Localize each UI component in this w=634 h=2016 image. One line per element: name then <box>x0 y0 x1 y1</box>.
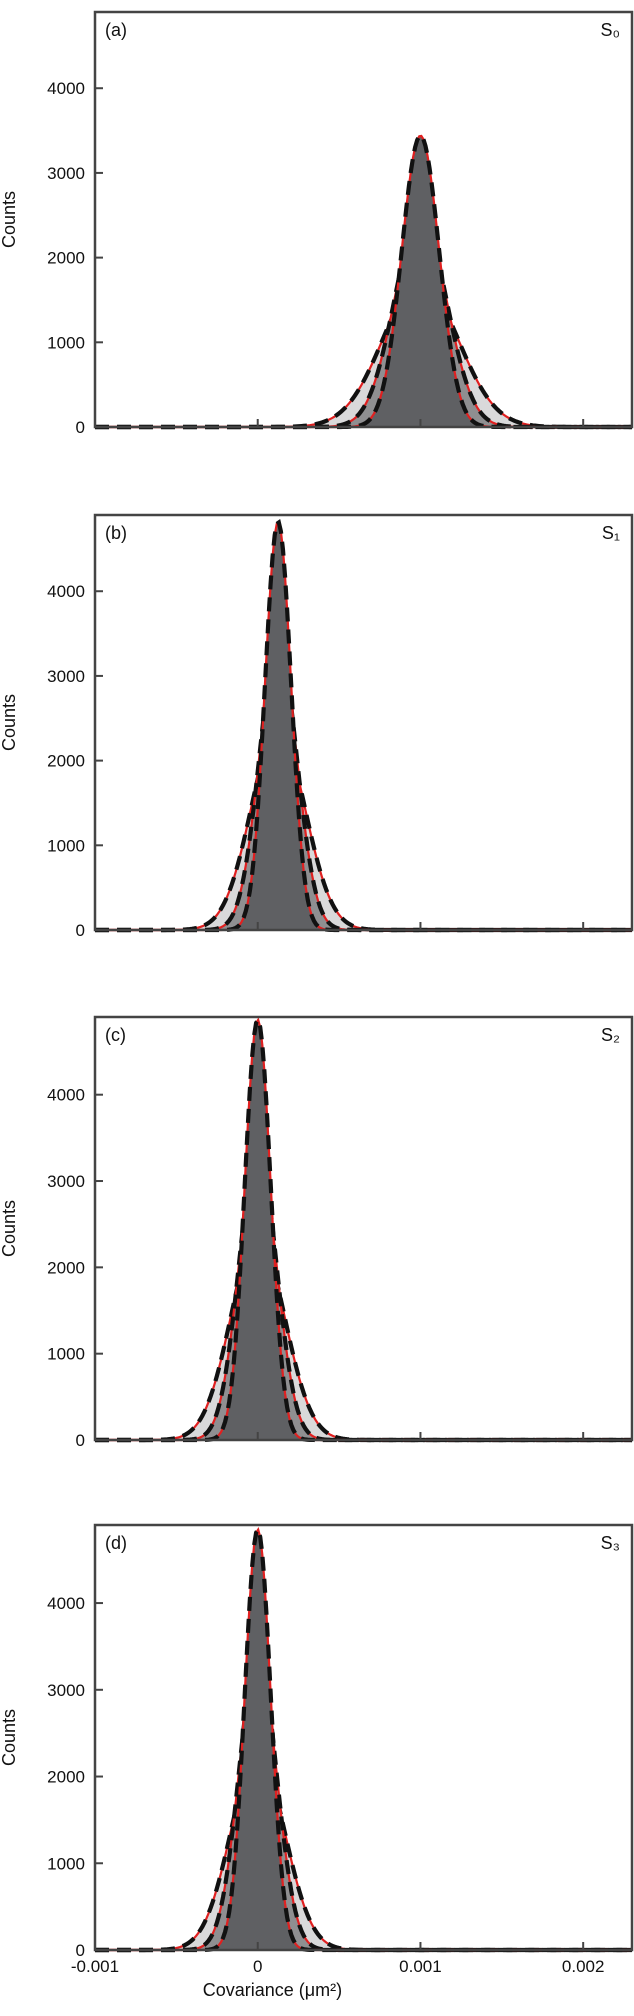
corner-label: S₁ <box>602 523 620 543</box>
y-tick-label: 3000 <box>47 164 85 183</box>
fit-curve-red-3-2 <box>95 1147 632 1442</box>
y-axis-title: Counts <box>0 1709 19 1766</box>
panel-label: (d) <box>105 1533 127 1553</box>
fit-curve-dashed-4-1 <box>95 1524 632 1953</box>
fit-curve-dashed-2-2 <box>95 641 632 933</box>
y-tick-label: 0 <box>76 1941 85 1960</box>
corner-label: S₃ <box>601 1533 620 1553</box>
histogram-area-2-1 <box>95 522 632 930</box>
fit-curve-red-3-3 <box>95 1235 632 1442</box>
histogram-area-4-1 <box>95 1529 632 1950</box>
y-axis-title: Counts <box>0 1200 19 1257</box>
plot-frame-4 <box>93 1523 634 1952</box>
x-tick-label: 0 <box>253 1957 262 1976</box>
x-axis-title: Covariance (μm²) <box>203 1980 342 2000</box>
fit-curve-dashed-3-3 <box>95 1234 632 1443</box>
fit-curve-dashed-2-3 <box>95 726 632 933</box>
panel-label: (c) <box>105 1025 126 1045</box>
y-axis-title: Counts <box>0 191 19 248</box>
y-tick-label: 3000 <box>47 1172 85 1191</box>
fit-curve-red-2-2 <box>95 642 632 932</box>
fit-curve-red-4-3 <box>95 1752 632 1952</box>
plot-frame-2 <box>93 513 634 932</box>
y-tick-label: 4000 <box>47 582 85 601</box>
histogram-area-4-2 <box>95 1655 632 1950</box>
chart-panel-3: 0 1000 2000 3000 4000 Counts (c) S₂ <box>0 1014 634 1450</box>
y-tick-label: 4000 <box>47 1594 85 1613</box>
histogram-area-3-2 <box>95 1149 632 1440</box>
plot-frame-1 <box>93 10 634 429</box>
x-tick-label: -0.001 <box>71 1957 119 1976</box>
panel-label: (b) <box>105 523 127 543</box>
fit-curve-dashed-2-1 <box>95 519 632 933</box>
histogram-area-3-1 <box>95 1019 632 1440</box>
y-tick-label: 4000 <box>47 79 85 98</box>
y-tick-label: 1000 <box>47 836 85 855</box>
y-tick-label: 4000 <box>47 1086 85 1105</box>
y-tick-label: 2000 <box>47 249 85 268</box>
corner-label: S₂ <box>601 1025 620 1045</box>
y-tick-label: 3000 <box>47 667 85 686</box>
histogram-area-3-3 <box>95 1236 632 1440</box>
histogram-area-4-3 <box>95 1754 632 1950</box>
fit-curve-red-4-2 <box>95 1653 632 1952</box>
fit-curve-dashed-3-1 <box>95 1014 632 1443</box>
y-tick-label: 0 <box>76 418 85 437</box>
fit-curve-dashed-3-2 <box>95 1146 632 1443</box>
x-tick-label: 0.001 <box>399 1957 442 1976</box>
plot-frame-3 <box>93 1015 634 1442</box>
y-tick-label: 3000 <box>47 1681 85 1700</box>
histogram-area-2-3 <box>95 728 632 930</box>
fit-curve-red-4-1 <box>95 1526 632 1952</box>
fit-curve-dashed-4-2 <box>95 1652 632 1953</box>
y-tick-label: 2000 <box>47 1768 85 1787</box>
histogram-area-2-2 <box>95 643 632 930</box>
fit-curve-red-2-3 <box>95 727 632 932</box>
chart-panel-1: 0 1000 2000 3000 4000 Counts (a) S₀ <box>0 10 634 437</box>
corner-label: S₀ <box>601 20 620 40</box>
y-tick-label: 1000 <box>47 1854 85 1873</box>
x-tick-label: 0.002 <box>562 1957 605 1976</box>
y-tick-label: 2000 <box>47 752 85 771</box>
histogram-area-1-3 <box>95 281 632 427</box>
chart-panel-2: 0 1000 2000 3000 4000 Counts (b) S₁ <box>0 513 634 940</box>
y-tick-label: 1000 <box>47 333 85 352</box>
y-tick-label: 2000 <box>47 1258 85 1277</box>
panel-label: (a) <box>105 20 127 40</box>
y-tick-label: 0 <box>76 921 85 940</box>
y-tick-label: 0 <box>76 1431 85 1450</box>
fit-curve-red-3-1 <box>95 1017 632 1442</box>
y-tick-label: 1000 <box>47 1345 85 1364</box>
fit-curve-dashed-4-3 <box>95 1751 632 1953</box>
y-axis-title: Counts <box>0 694 19 751</box>
fit-curve-red-2-1 <box>95 520 632 932</box>
